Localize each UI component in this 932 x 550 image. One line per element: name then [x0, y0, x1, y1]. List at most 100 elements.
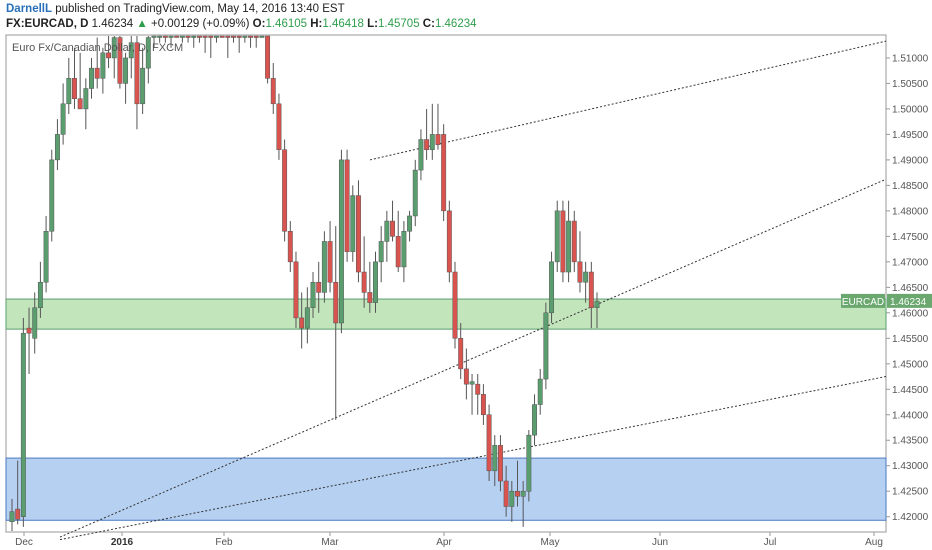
candle[interactable]	[463, 348, 469, 400]
candle[interactable]	[424, 108, 430, 160]
candle[interactable]	[293, 251, 299, 329]
candle[interactable]	[248, 35, 253, 48]
candle[interactable]	[77, 52, 83, 110]
candle[interactable]	[594, 292, 600, 329]
candle[interactable]	[475, 373, 481, 415]
candle[interactable]	[327, 221, 333, 293]
candle[interactable]	[543, 302, 549, 390]
candle[interactable]	[151, 35, 157, 48]
candle[interactable]	[60, 83, 66, 145]
candle[interactable]	[100, 47, 106, 94]
candle[interactable]	[316, 261, 322, 313]
candle[interactable]	[208, 35, 214, 58]
candle[interactable]	[344, 149, 350, 262]
candle[interactable]	[145, 36, 151, 84]
candle[interactable]	[304, 287, 310, 344]
candle[interactable]	[401, 221, 407, 283]
candle[interactable]	[111, 36, 117, 79]
candle[interactable]	[395, 210, 401, 273]
author-name[interactable]: DarnellL	[6, 3, 53, 15]
candle[interactable]	[168, 35, 174, 48]
candle[interactable]	[191, 35, 197, 48]
candle[interactable]	[72, 47, 77, 109]
candle[interactable]	[373, 251, 378, 313]
candle[interactable]	[509, 481, 515, 522]
candle[interactable]	[310, 272, 316, 318]
candle[interactable]	[123, 52, 129, 104]
candle[interactable]	[583, 261, 589, 303]
candle[interactable]	[367, 261, 373, 313]
candle[interactable]	[185, 35, 191, 43]
candle[interactable]	[441, 124, 447, 222]
candle[interactable]	[560, 200, 566, 283]
candle[interactable]	[452, 261, 458, 349]
candle[interactable]	[515, 460, 520, 507]
candle[interactable]	[566, 200, 572, 283]
candle[interactable]	[276, 93, 282, 160]
candle[interactable]	[117, 36, 123, 89]
candle[interactable]	[446, 200, 452, 283]
candle[interactable]	[43, 215, 49, 293]
candle[interactable]	[361, 236, 367, 308]
candle[interactable]	[231, 35, 236, 43]
candle[interactable]	[407, 210, 413, 242]
candle[interactable]	[26, 307, 32, 374]
candle[interactable]	[202, 35, 208, 53]
candle[interactable]	[9, 498, 15, 531]
candle[interactable]	[83, 78, 89, 130]
candle[interactable]	[492, 435, 498, 487]
candle[interactable]	[15, 460, 21, 525]
candle[interactable]	[497, 435, 503, 492]
candle[interactable]	[219, 35, 225, 38]
candle[interactable]	[503, 465, 509, 517]
candle[interactable]	[520, 481, 526, 527]
candle[interactable]	[356, 180, 361, 283]
candle[interactable]	[259, 35, 265, 38]
candle[interactable]	[526, 430, 532, 502]
candle[interactable]	[588, 261, 594, 329]
candle[interactable]	[242, 35, 248, 43]
candle[interactable]	[140, 47, 146, 115]
candle[interactable]	[37, 261, 43, 318]
candle[interactable]	[577, 231, 583, 293]
candle[interactable]	[174, 35, 180, 38]
candle[interactable]	[458, 323, 464, 380]
candle[interactable]	[66, 57, 72, 115]
candle[interactable]	[469, 373, 475, 415]
candle[interactable]	[390, 200, 395, 242]
candle[interactable]	[54, 119, 60, 171]
candle[interactable]	[287, 221, 293, 273]
candle[interactable]	[384, 210, 390, 262]
candle[interactable]	[89, 57, 94, 99]
candle[interactable]	[418, 129, 424, 181]
candle[interactable]	[265, 35, 271, 84]
candle[interactable]	[338, 149, 344, 334]
candle[interactable]	[571, 210, 577, 273]
candle[interactable]	[162, 35, 168, 43]
candle[interactable]	[282, 139, 288, 242]
candle[interactable]	[486, 404, 492, 482]
candle[interactable]	[299, 292, 305, 349]
candle[interactable]	[157, 35, 163, 43]
candle[interactable]	[94, 37, 100, 89]
candle[interactable]	[128, 36, 134, 79]
candle[interactable]	[49, 149, 55, 242]
candle[interactable]	[20, 317, 26, 527]
candle[interactable]	[429, 103, 435, 160]
candle[interactable]	[196, 35, 202, 43]
candle[interactable]	[225, 35, 231, 58]
candle[interactable]	[333, 226, 339, 420]
candle[interactable]	[532, 394, 537, 446]
candle[interactable]	[253, 35, 259, 48]
candle[interactable]	[350, 185, 356, 262]
candle[interactable]	[321, 231, 327, 303]
candle[interactable]	[214, 35, 219, 43]
candle[interactable]	[435, 103, 441, 150]
candle[interactable]	[412, 159, 418, 227]
candle[interactable]	[378, 226, 384, 283]
candle[interactable]	[236, 35, 242, 53]
candle[interactable]	[179, 35, 185, 43]
candle[interactable]	[134, 36, 140, 130]
candle[interactable]	[537, 368, 543, 415]
